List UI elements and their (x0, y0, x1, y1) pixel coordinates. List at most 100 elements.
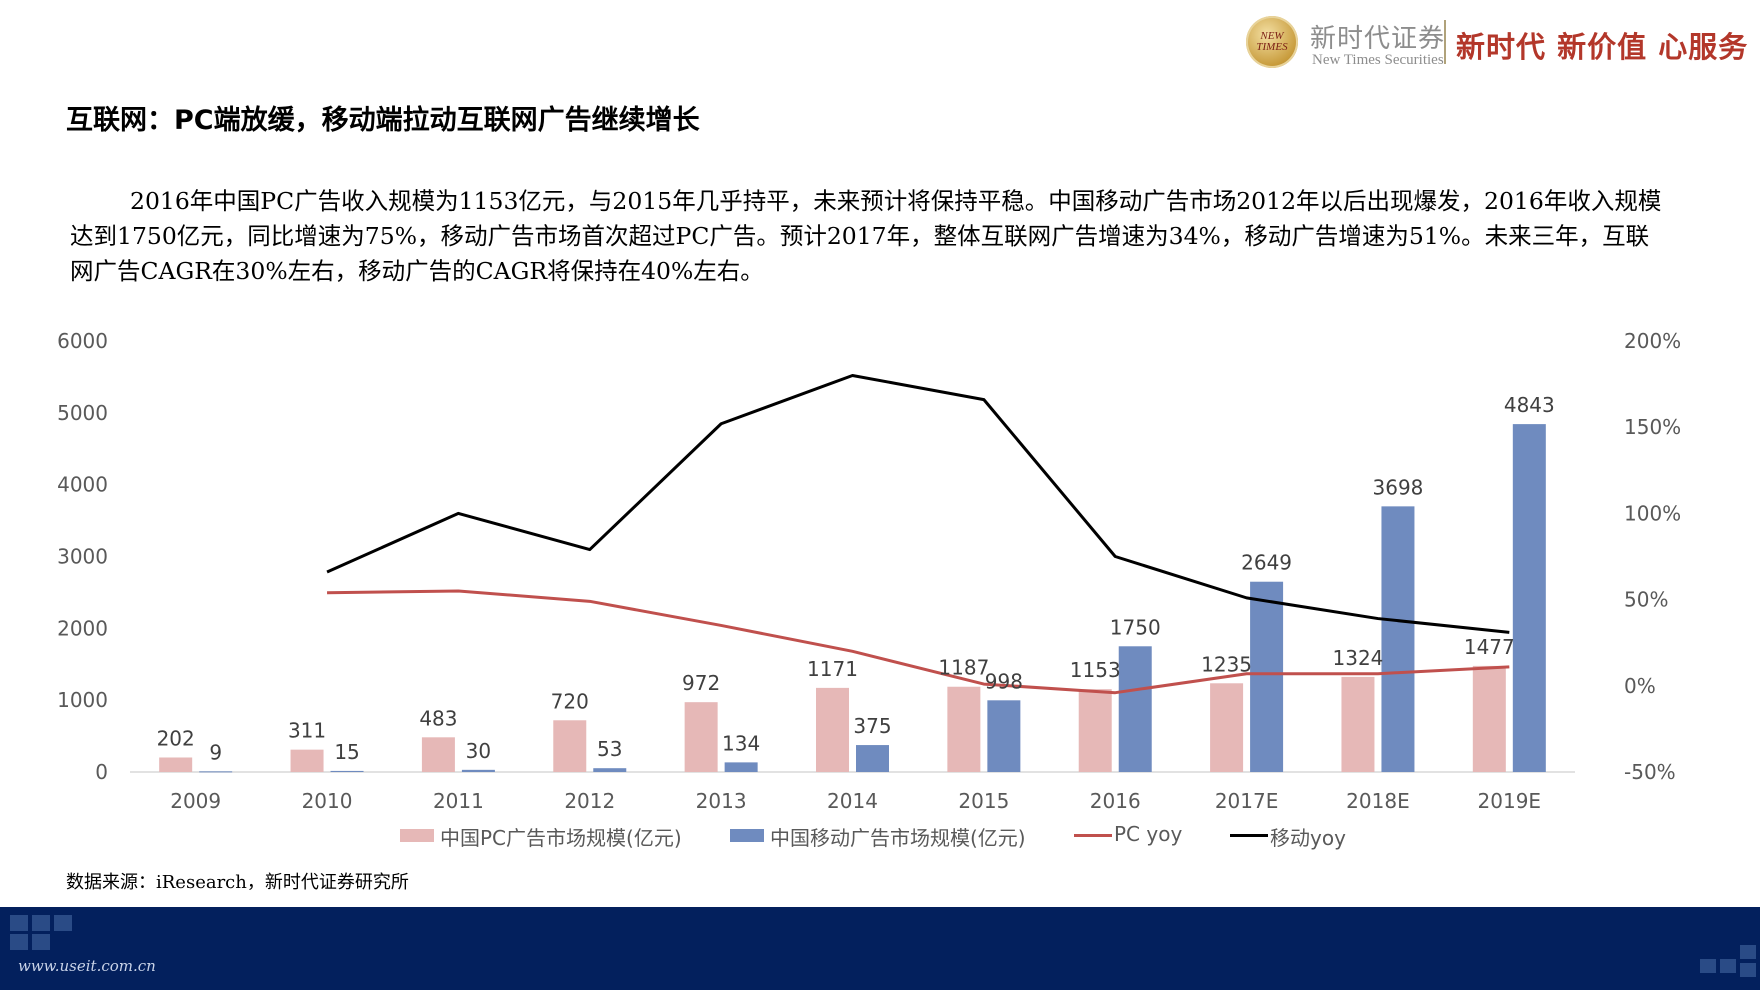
right-axis-tick-label: 100% (1624, 501, 1681, 525)
left-axis-tick-label: 0 (95, 760, 108, 784)
data-label-mobile: 134 (722, 731, 760, 755)
bar-mobile (1118, 646, 1152, 772)
left-axis-tick-label: 2000 (57, 616, 108, 640)
bar-mobile (856, 745, 889, 772)
logo-name-cn: 新时代证券 (1310, 24, 1446, 54)
x-axis-tick-label: 2010 (302, 789, 353, 813)
data-label-pc: 1187 (938, 656, 989, 680)
logo-name-en: New Times Securities (1312, 52, 1444, 68)
bar-mobile (987, 700, 1021, 772)
legend-label-pc: 中国PC广告市场规模(亿元) (440, 826, 682, 850)
x-axis-tick-label: 2009 (170, 789, 221, 813)
logo-divider (1444, 20, 1446, 64)
x-axis-tick-label: 2013 (696, 789, 747, 813)
x-axis-tick-label: 2019E (1478, 789, 1542, 813)
footer-bar: www.useit.com.cn (0, 907, 1760, 990)
chart-legend: 中国PC广告市场规模(亿元) 中国移动广告市场规模(亿元) PC yoy 移动y… (0, 820, 1760, 850)
data-label-pc: 202 (157, 726, 195, 750)
bar-pc (159, 757, 193, 772)
data-label-pc: 483 (419, 706, 457, 730)
legend-label-mobile-yoy: 移动yoy (1270, 826, 1346, 850)
data-label-mobile: 2649 (1241, 551, 1292, 575)
data-label-mobile: 1750 (1110, 615, 1161, 639)
bar-pc (1341, 676, 1375, 772)
logo-badge: NEW TIMES (1246, 16, 1298, 68)
legend-line-mobile-yoy (1230, 834, 1268, 837)
footer-decor-square (10, 915, 28, 931)
bar-mobile (724, 762, 758, 772)
line-mobile-yoy (326, 373, 1510, 634)
left-axis-tick-label: 4000 (57, 473, 108, 497)
footer-url: www.useit.com.cn (18, 957, 156, 975)
bar-mobile (461, 769, 495, 772)
bar-mobile (1250, 581, 1284, 772)
x-axis-tick-label: 2016 (1090, 789, 1141, 813)
footer-decor-square (54, 915, 72, 931)
footer-decor-square (1700, 959, 1716, 973)
bar-mobile (330, 770, 364, 772)
legend-swatch-pc (400, 829, 434, 842)
footer-decor-square (32, 934, 50, 950)
data-label-mobile: 30 (466, 739, 491, 763)
left-axis-tick-label: 1000 (57, 688, 108, 712)
bar-pc (290, 749, 324, 772)
data-label-pc: 1153 (1070, 658, 1121, 682)
header-logo: NEW TIMES 新时代证券 New Times Securities 新时代… (1246, 14, 1760, 74)
body-paragraph: 2016年中国PC广告收入规模为1153亿元，与2015年几乎持平，未来预计将保… (70, 187, 1662, 285)
legend-swatch-mobile (730, 829, 764, 842)
bar-pc (1472, 665, 1506, 772)
x-axis-tick-label: 2015 (958, 789, 1009, 813)
right-axis-tick-label: 50% (1624, 588, 1668, 612)
left-axis-tick-label: 3000 (57, 545, 108, 569)
line-pc-yoy (327, 589, 1510, 695)
data-label-pc: 1324 (1333, 646, 1384, 670)
combo-chart: 0 1000 2000 3000 4000 5000 6000 -50% 0% 50% 100% 15… (57, 329, 1681, 813)
legend-label-pc-yoy: PC yoy (1114, 822, 1183, 846)
bar-pc (1210, 683, 1244, 772)
data-label-mobile: 998 (985, 669, 1023, 693)
footer-decor-square (1740, 945, 1756, 959)
right-axis-tick-label: 150% (1624, 415, 1681, 439)
footer-decor-square (10, 934, 28, 950)
data-label-mobile: 4843 (1504, 393, 1555, 417)
bar-mobile (199, 771, 233, 773)
slogan: 新时代 新价值 心服务 (1456, 30, 1749, 64)
right-axis-tick-label: 0% (1624, 674, 1656, 698)
x-axis-tick-label: 2011 (433, 789, 484, 813)
bar-pc (816, 687, 849, 772)
bar-pc (947, 686, 981, 772)
bar-mobile (593, 768, 627, 772)
bar-pc (1078, 689, 1112, 772)
bar-pc (553, 720, 587, 772)
footer-decor-square (1740, 963, 1756, 977)
data-label-pc: 311 (288, 719, 326, 743)
data-label-mobile: 3698 (1373, 475, 1424, 499)
data-label-pc: 972 (682, 671, 720, 695)
right-axis-tick-label: 200% (1624, 329, 1681, 353)
bar-pc (421, 737, 455, 772)
legend-label-mobile: 中国移动广告市场规模(亿元) (770, 826, 1026, 850)
footer-decor-square (1720, 959, 1736, 973)
data-label-pc: 1235 (1201, 652, 1252, 676)
x-axis-tick-label: 2014 (827, 789, 878, 813)
left-axis-tick-label: 5000 (57, 401, 108, 425)
data-label-mobile: 375 (853, 714, 891, 738)
bar-mobile (1512, 424, 1546, 772)
logo-badge-text: NEW TIMES (1256, 30, 1288, 53)
data-label-mobile: 53 (597, 737, 622, 761)
footer-decor-square (32, 915, 50, 931)
data-label-pc: 1477 (1464, 635, 1515, 659)
right-axis-tick-label: -50% (1624, 760, 1676, 784)
legend-line-pc-yoy (1074, 834, 1112, 837)
bar-pc (684, 702, 718, 772)
body-text: 2016年中国PC广告收入规模为1153亿元，与2015年几乎持平，未来预计将保… (70, 184, 1670, 289)
x-axis-tick-label: 2018E (1346, 789, 1410, 813)
x-axis-tick-label: 2017E (1215, 789, 1279, 813)
page-title: 互联网：PC端放缓，移动端拉动互联网广告继续增长 (66, 105, 700, 136)
data-label-pc: 1171 (807, 657, 858, 681)
bar-mobile (1381, 506, 1415, 772)
data-label-mobile: 9 (209, 740, 222, 764)
data-source: 数据来源：iResearch，新时代证券研究所 (66, 872, 409, 893)
x-axis-tick-label: 2012 (564, 789, 615, 813)
data-label-mobile: 15 (334, 740, 359, 764)
